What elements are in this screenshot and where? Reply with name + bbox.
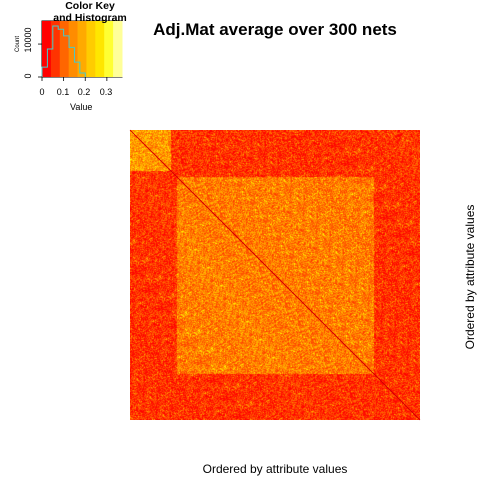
x-axis-label: Ordered by attribute values <box>202 462 348 476</box>
color-key-title-line1: Color Key <box>65 0 115 12</box>
color-key-y-label: Count <box>15 35 21 53</box>
color-key-band <box>77 21 87 77</box>
color-key-axes <box>38 43 108 81</box>
heatmap <box>129 129 421 421</box>
color-key-band <box>59 21 70 77</box>
color-key-title: Color Key and Histogram <box>30 0 150 24</box>
color-key-band <box>50 21 61 77</box>
color-key-y-tick: 10000 <box>23 27 33 53</box>
color-key-band <box>86 21 96 77</box>
color-key-x-tick: 0.2 <box>77 87 91 97</box>
color-key-x-tick: 0.3 <box>99 87 113 97</box>
color-key-title-line2: and Histogram <box>53 12 127 24</box>
heatmap-diagonal <box>129 129 421 421</box>
color-key-x-tick: 0 <box>39 87 45 97</box>
color-key-bands <box>42 21 123 77</box>
chart-title: Adj.Mat average over 300 nets <box>153 20 397 39</box>
color-key-x-tick: 0.1 <box>56 87 70 97</box>
color-key-band <box>42 21 52 77</box>
color-key-x-label: Value <box>70 102 93 112</box>
color-key-band <box>104 21 114 77</box>
color-key <box>38 20 123 81</box>
color-key-y-tick: 0 <box>23 73 33 79</box>
color-key-band <box>68 21 79 77</box>
color-key-band <box>95 21 105 77</box>
color-key-band <box>113 21 123 77</box>
color-key-histogram <box>41 25 86 77</box>
y-axis-label: Ordered by attribute values <box>463 204 477 350</box>
